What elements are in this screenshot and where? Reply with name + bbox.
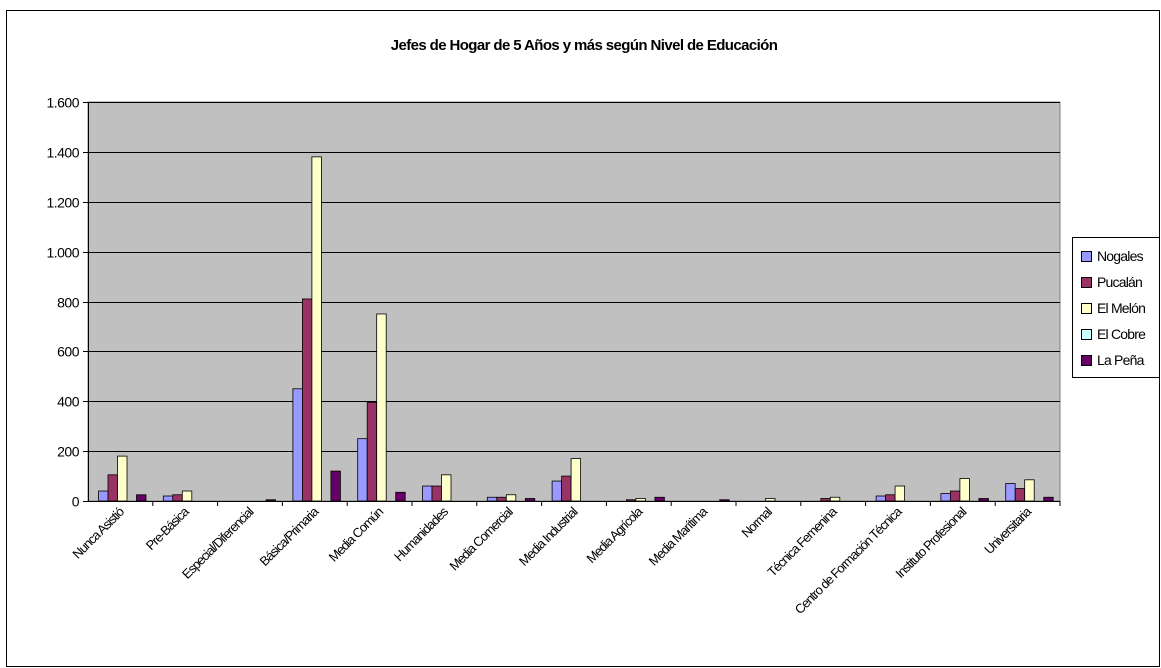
bar-pucalan-nunca-asistio <box>107 474 118 502</box>
y-tick-label: 800 <box>57 295 80 311</box>
bar-nogales-humanidades <box>422 485 433 502</box>
bar-nogales-media-comun <box>357 438 368 502</box>
x-tick-label: Instituto Profesional <box>892 504 969 581</box>
x-tick-label: Universitaria <box>981 503 1035 557</box>
bar-la-pena-media-comercial <box>524 498 536 502</box>
bar-pucalan-media-comercial <box>496 496 507 502</box>
bar-el-melon-universitaria <box>1024 479 1035 502</box>
legend-item-la-pena: La Peña <box>1081 352 1144 372</box>
bar-pucalan-instituto-profesional <box>950 490 961 502</box>
legend-label-la-pena: La Peña <box>1097 352 1144 368</box>
bar-la-pena-especial-diferencial <box>265 499 277 502</box>
bar-el-melon-media-comercial <box>505 494 517 502</box>
y-tick-label: 1.600 <box>46 95 79 111</box>
y-tick-label: 400 <box>57 394 80 410</box>
bar-la-pena-media-comun <box>395 491 406 502</box>
bar-el-melon-humanidades <box>441 474 452 502</box>
legend-label-nogales: Nogales <box>1097 248 1144 264</box>
x-tick-label: Media Agrícola <box>583 503 646 566</box>
bar-nogales-media-comercial <box>486 496 498 502</box>
legend-swatch-el-melon <box>1081 303 1092 314</box>
x-tick-label: Pre-Básica <box>143 503 193 553</box>
bar-la-pena-media-maritima <box>719 499 730 502</box>
bar-el-melon-media-industrial <box>570 458 581 502</box>
legend-label-el-melon: El Melón <box>1097 300 1146 316</box>
bar-pucalan-media-industrial <box>561 475 572 502</box>
bar-pucalan-media-agricola <box>626 499 637 502</box>
y-tick-label: 0 <box>72 494 80 510</box>
bar-la-pena-nunca-asistio <box>136 494 147 502</box>
x-tick-label: Humanidades <box>391 503 452 564</box>
bar-la-pena-media-agricola <box>654 496 665 502</box>
bar-pucalan-basica-primaria <box>301 298 313 502</box>
bar-nogales-pre-basica <box>162 495 174 502</box>
bar-el-melon-basica-primaria <box>311 156 322 502</box>
bar-nogales-centro-de-formacion-tecnica <box>875 495 886 502</box>
legend-swatch-nogales <box>1081 251 1092 262</box>
bar-el-melon-media-agricola <box>635 498 646 502</box>
chart-frame: Jefes de Hogar de 5 Años y más según Niv… <box>6 10 1160 667</box>
y-tick-label: 1.200 <box>46 195 79 211</box>
bar-el-melon-nunca-asistio <box>117 455 128 502</box>
bar-pucalan-media-comun <box>366 402 378 502</box>
plot-area <box>87 101 1061 502</box>
bar-la-pena-basica-primaria <box>330 470 341 502</box>
chart-legend: Nogales Pucalán El Melón El Cobre La Peñ… <box>1072 237 1159 378</box>
x-tick-label: Media Marítima <box>646 503 711 568</box>
chart-canvas: 0 200 400 600 800 1.000 1.200 1.400 1.600 Nunca A… <box>46 95 1061 617</box>
bar-nogales-media-industrial <box>551 480 562 502</box>
x-tick-label: Media Común <box>326 504 387 565</box>
legend-item-pucalan: Pucalán <box>1081 274 1143 294</box>
x-tick-label: Básica/Primaria <box>257 503 323 569</box>
bar-el-melon-tecnica-femenina <box>829 496 841 502</box>
bar-el-melon-centro-de-formacion-tecnica <box>894 485 905 502</box>
y-tick-label: 600 <box>57 344 80 360</box>
legend-item-el-melon: El Melón <box>1081 300 1146 320</box>
bar-pucalan-universitaria <box>1014 488 1026 502</box>
bar-pucalan-tecnica-femenina <box>820 498 831 502</box>
y-tick-label: 1.400 <box>46 145 79 161</box>
x-tick-label: Centro de Formación Técnica <box>792 503 906 617</box>
bar-pucalan-centro-de-formacion-tecnica <box>885 494 896 502</box>
bar-el-melon-media-comun <box>376 313 387 502</box>
bar-nogales-nunca-asistio <box>98 490 109 502</box>
y-tick-label: 200 <box>57 444 80 460</box>
legend-item-el-cobre: El Cobre <box>1081 326 1146 346</box>
bar-el-melon-instituto-profesional <box>959 478 970 502</box>
y-tick-label: 1.000 <box>46 245 79 261</box>
x-tick-label: Nunca Asistió <box>69 504 127 562</box>
legend-label-pucalan: Pucalán <box>1097 274 1143 290</box>
legend-item-nogales: Nogales <box>1081 248 1144 268</box>
bar-nogales-instituto-profesional <box>940 493 951 502</box>
bar-el-melon-normal <box>765 498 776 502</box>
bar-nogales-basica-primaria <box>292 388 303 502</box>
bar-la-pena-universitaria <box>1043 496 1054 502</box>
legend-swatch-pucalan <box>1081 277 1092 288</box>
bar-la-pena-instituto-profesional <box>978 498 989 502</box>
legend-swatch-la-pena <box>1081 355 1092 366</box>
bar-pucalan-humanidades <box>431 485 442 502</box>
x-tick-label: Media Comercial <box>446 504 516 574</box>
x-tick-label: Media Industrial <box>516 504 581 569</box>
x-tick-label: Normal <box>739 504 776 541</box>
bar-el-melon-pre-basica <box>181 490 193 502</box>
bar-nogales-universitaria <box>1005 483 1016 502</box>
chart-title: Jefes de Hogar de 5 Años y más según Niv… <box>390 37 778 54</box>
legend-label-el-cobre: El Cobre <box>1097 326 1146 342</box>
legend-swatch-el-cobre <box>1081 329 1092 340</box>
bar-pucalan-pre-basica <box>172 494 183 502</box>
